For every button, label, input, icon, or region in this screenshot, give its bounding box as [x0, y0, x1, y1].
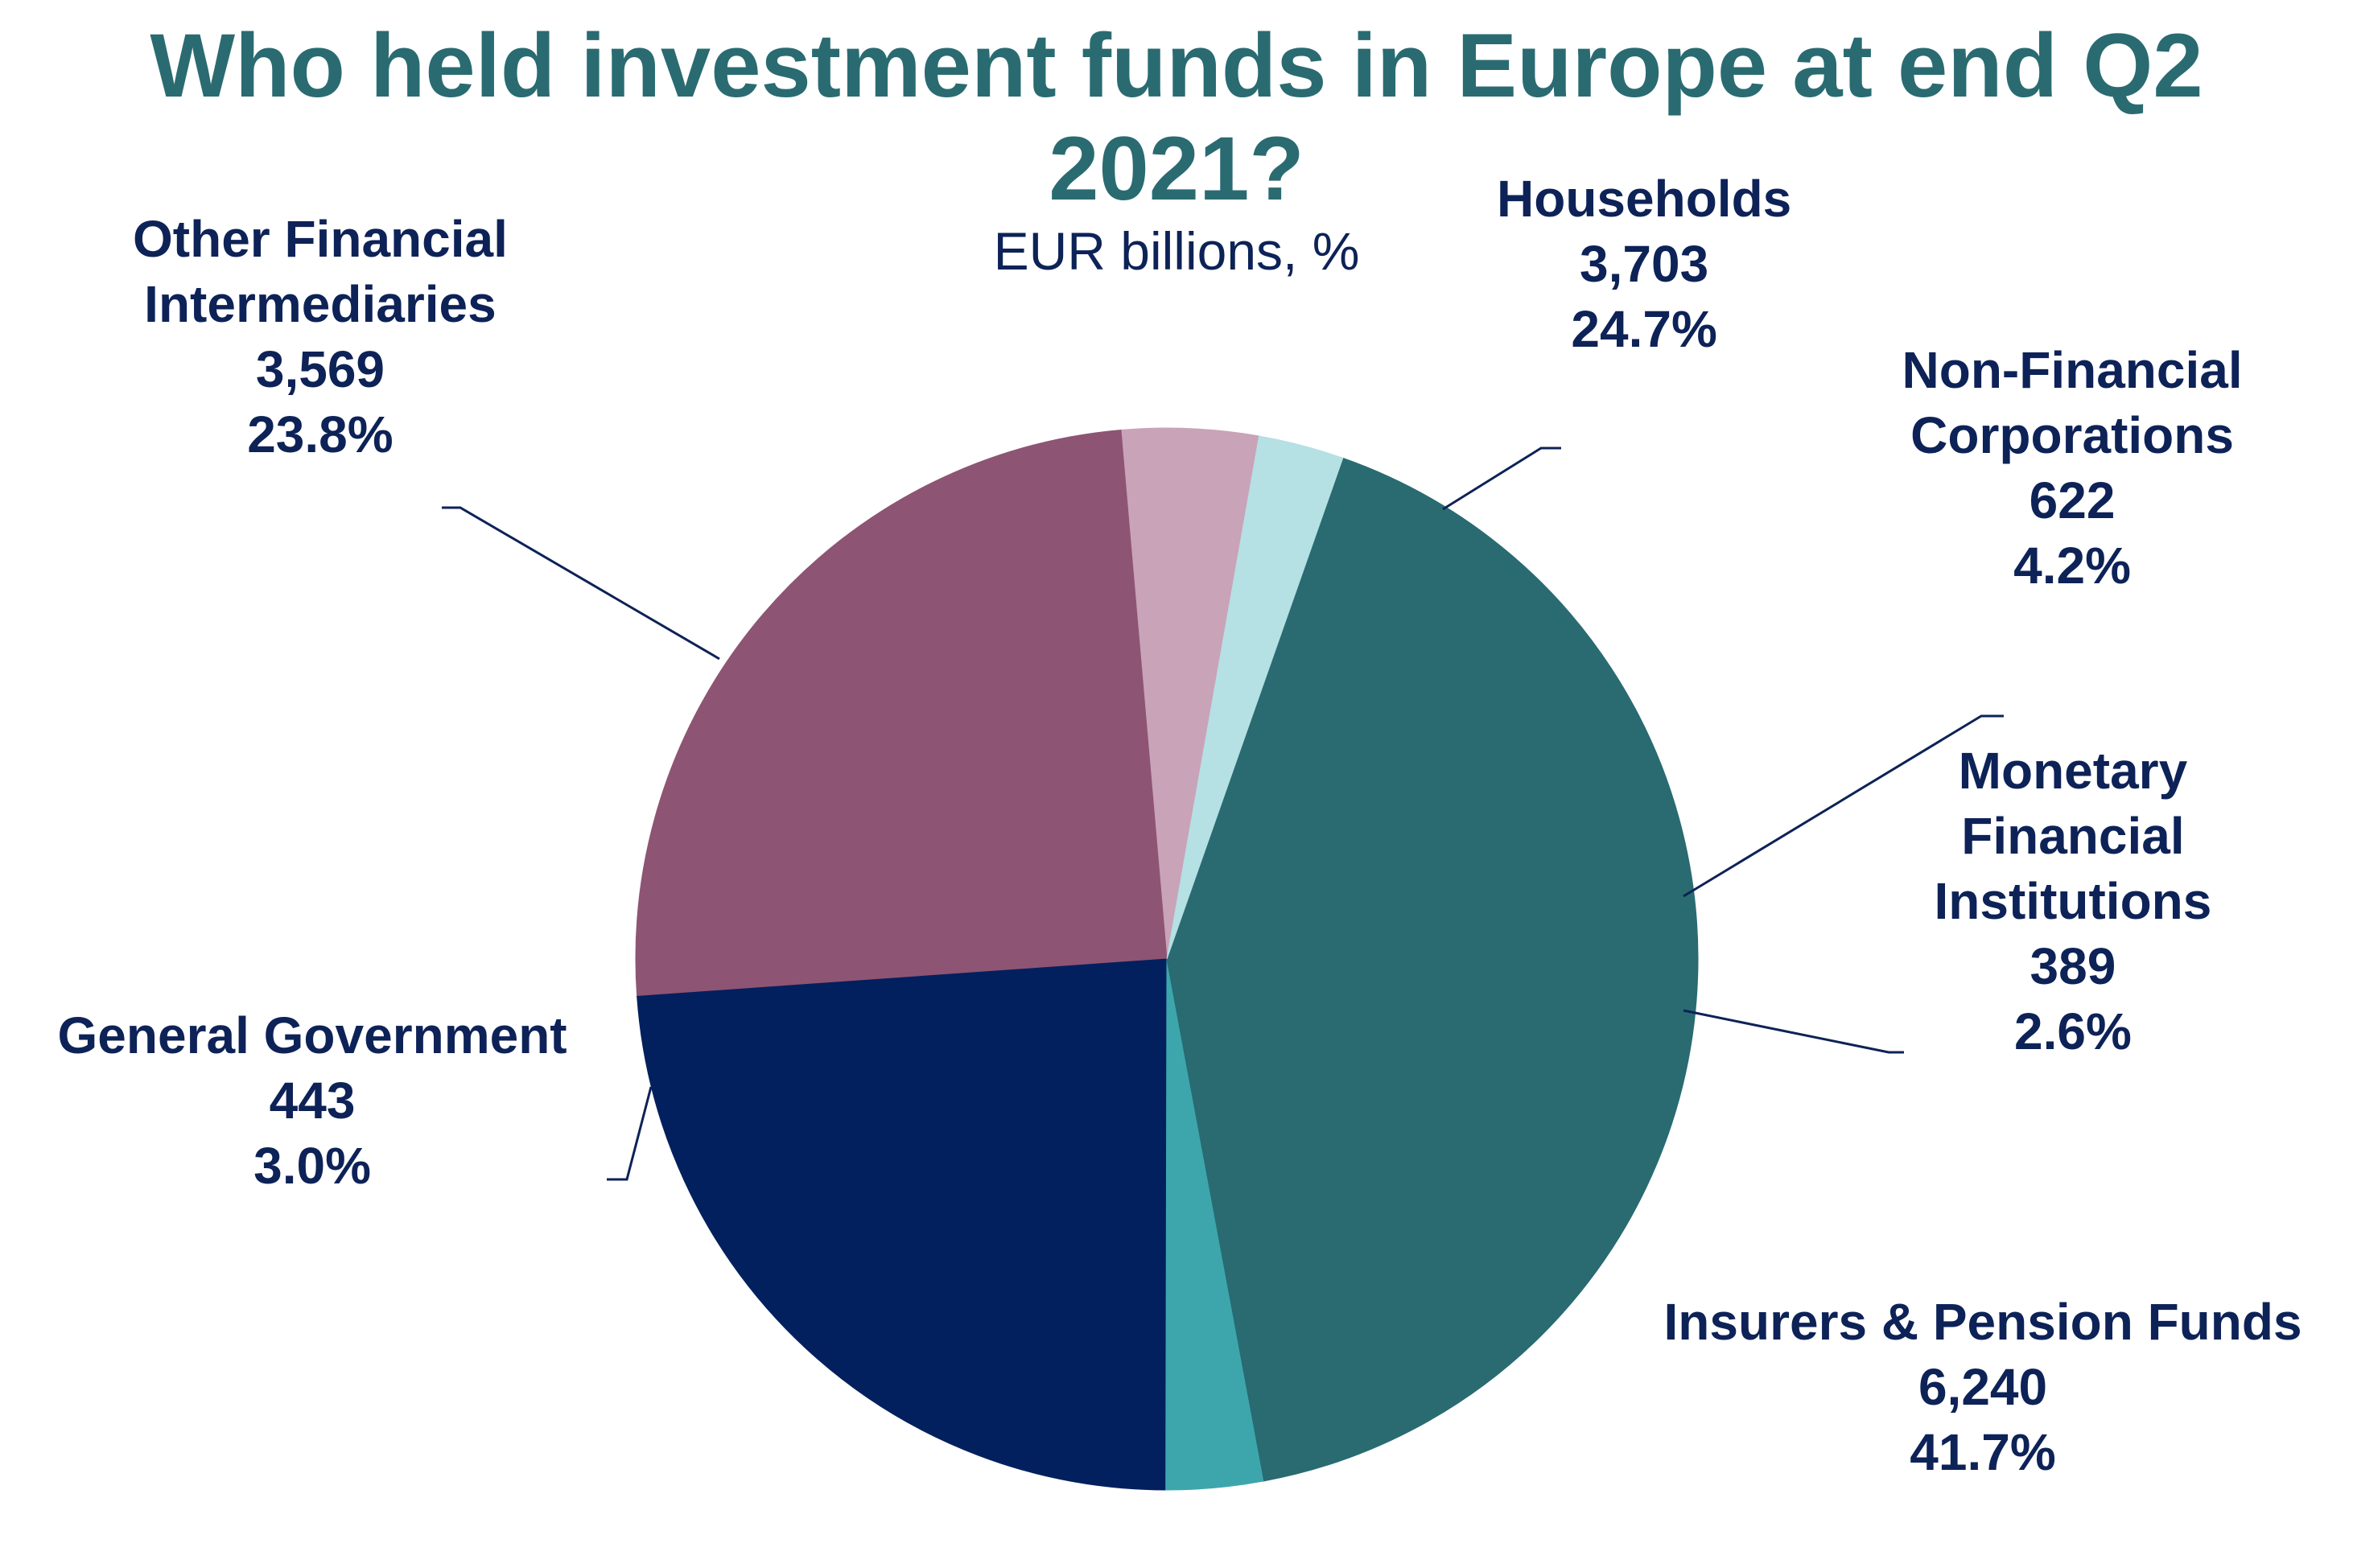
- slice-label-value: 443: [269, 1071, 356, 1130]
- slice-label-name: Non-Financial: [1902, 341, 2243, 399]
- slice-label-name: Financial: [1961, 806, 2185, 865]
- leader-line-households: [1442, 447, 1561, 511]
- slice-label-name: Insurers & Pension Funds: [1663, 1292, 2302, 1351]
- slice-label-other-financial-intermediaries: Other Financial Intermediaries 3,569 23.8%: [133, 207, 508, 467]
- slice-label-value: 3,703: [1580, 234, 1709, 293]
- slice-label-percent: 4.2%: [2013, 537, 2131, 595]
- leader-line-other-financial-intermediaries: [442, 506, 720, 661]
- slice-label-name: Corporations: [1910, 406, 2234, 464]
- pie-slices: [635, 427, 1699, 1491]
- slice-label-value: 6,240: [1918, 1357, 2048, 1416]
- pie-slice-insurers-and-pension-funds: [1166, 457, 1699, 1482]
- slice-label-name: Institutions: [1934, 871, 2212, 930]
- pie-slice-monetary-financial-institutions: [1166, 435, 1344, 960]
- slice-label-value: 3,569: [255, 340, 385, 398]
- slice-label-percent: 41.7%: [1910, 1422, 2056, 1481]
- slice-label-general-government: General Government 443 3.0%: [58, 1003, 567, 1199]
- slice-label-percent: 3.0%: [253, 1136, 371, 1195]
- slice-label-name: Intermediaries: [144, 275, 497, 333]
- slice-label-name: Monetary: [1958, 741, 2188, 800]
- leader-line-non-financial-corporations: [1683, 714, 2004, 898]
- slice-label-value: 389: [2030, 936, 2116, 995]
- slice-label-insurers-and-pension-funds: Insurers & Pension Funds 6,240 41.7%: [1664, 1290, 2302, 1485]
- pie-slice-other-financial-intermediaries: [637, 958, 1168, 1491]
- slice-label-value: 622: [2029, 471, 2116, 529]
- slice-label-percent: 23.8%: [247, 405, 394, 463]
- slice-label-name: General Government: [57, 1006, 567, 1064]
- slice-label-households: Households 3,703 24.7%: [1497, 167, 1791, 362]
- leader-line-general-government: [607, 1086, 653, 1181]
- pie-slice-households: [635, 429, 1168, 997]
- slice-label-percent: 24.7%: [1571, 299, 1717, 358]
- slice-label-non-financial-corporations: Non-Financial Corporations 622 4.2%: [1902, 338, 2243, 599]
- leader-lines: [442, 447, 2004, 1181]
- slice-label-name: Households: [1497, 169, 1792, 228]
- chart-title-line-2: 2021?: [1049, 118, 1304, 219]
- chart-subtitle: EUR billions, %: [993, 221, 1360, 281]
- slice-label-percent: 2.6%: [2013, 1002, 2132, 1060]
- leader-line-monetary-financial-institutions: [1683, 1009, 1904, 1054]
- slice-label-name: Other Financial: [133, 210, 508, 268]
- slice-label-monetary-financial-institutions: Monetary Financial Institutions 389 2.6%: [1935, 739, 2212, 1064]
- chart-title-line-1: Who held investment funds in Europe at e…: [150, 15, 2203, 116]
- chart-title: Who held investment funds in Europe at e…: [0, 14, 2353, 220]
